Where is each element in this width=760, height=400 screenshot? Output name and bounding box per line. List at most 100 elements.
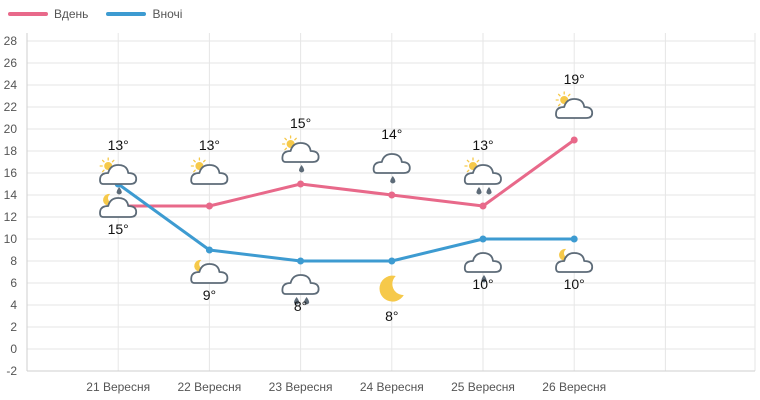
night-temperature-label: 10° [564,276,585,292]
y-tick-label: 18 [4,144,18,158]
y-tick-label: 0 [10,342,17,356]
night-series-line [117,182,575,263]
partly-cloudy-day-icon [555,91,594,119]
legend-label-day: Вдень [54,7,89,21]
partly-cloudy-day-light-rain-icon [281,135,320,173]
y-tick-label: 24 [4,78,18,92]
y-tick-label: 16 [4,166,18,180]
day-data-point [479,202,487,210]
cloud-shape [99,197,138,218]
y-tick-label: 20 [4,122,18,136]
chart-legend: Вдень Вночі [8,7,182,21]
sun-ray [111,159,115,163]
partly-cloudy-night-icon [555,248,594,273]
cloud-rain-icon [281,274,320,305]
cloud-shape [281,274,320,295]
x-tick-label: 25 Вересня [451,380,515,394]
rain-drop [486,187,492,195]
day-temperature-label: 13° [108,137,129,153]
night-temperature-label: 8° [385,308,398,324]
y-tick-label: 10 [4,232,18,246]
day-temperature-label: 19° [564,71,585,87]
cloud-shape [190,263,229,284]
cloud-shape [372,153,411,174]
partly-cloudy-day-icon [190,157,229,185]
night-data-point [570,235,578,243]
rain-drop [304,297,310,305]
night-data-point [205,246,213,254]
day-data-point [570,136,578,144]
cloud-light-rain-icon [372,153,411,184]
rain-drop [299,165,305,173]
rain-drop [481,275,487,283]
night-temperature-label: 9° [203,287,216,303]
x-tick-label: 21 Вересня [86,380,150,394]
moon-shape [103,193,115,206]
sun-ray [466,159,470,163]
legend-label-night: Вночі [152,7,183,21]
legend-swatch-night [106,12,147,16]
night-data-point [297,257,305,265]
sun-ray [202,159,206,163]
cloud-shape [99,164,138,185]
night-data-point [388,257,396,265]
night-temperature-label: 8° [294,298,307,314]
rain-drop [116,187,122,195]
sun-ray [476,159,480,163]
legend-swatch-day [8,12,48,16]
cloud-shape [463,252,502,273]
cloud-light-rain-icon [463,252,502,283]
cloud-shape [463,164,502,185]
sun-ray [466,169,470,173]
y-tick-label: 26 [4,56,18,70]
x-tick-label: 23 Вересня [269,380,333,394]
day-temperature-label: 14° [381,126,402,142]
x-tick-label: 22 Вересня [177,380,241,394]
sun-ray [193,159,196,163]
sun-ray [557,103,561,107]
partly-cloudy-night-icon [99,193,138,218]
rain-drop [476,187,482,195]
rain-drop [294,297,300,305]
night-temperature-label: 15° [108,221,129,237]
night-data-point [479,235,487,243]
rain-drop [390,176,396,184]
y-tick-label: 12 [4,210,18,224]
cloud-shape [281,142,320,163]
legend-item-day[interactable]: Вдень [8,7,88,21]
day-temperature-label: 13° [199,137,220,153]
y-tick-label: 2 [10,320,17,334]
y-tick-label: 22 [4,100,18,114]
sun-ray [101,169,105,173]
sun-ray [567,93,571,97]
cloud-shape [555,252,594,273]
moon-shape [379,275,404,302]
x-tick-label: 26 Вересня [542,380,606,394]
moon-shape [559,248,571,261]
day-series-line [118,138,576,208]
cloud-shape [555,98,594,119]
night-temperature-label: 10° [472,276,493,292]
sun-ray [284,147,288,151]
y-tick-label: 4 [10,298,17,312]
sun-ray [294,137,297,141]
sun-ray [557,93,561,97]
partly-cloudy-day-rain-icon [463,157,502,195]
day-temperature-label: 15° [290,115,311,131]
x-tick-label: 24 Вересня [360,380,424,394]
cloud-shape [190,164,229,185]
sun-ray [193,169,196,173]
crescent-moon-icon [379,275,404,302]
partly-cloudy-day-light-rain-icon [99,157,138,195]
y-tick-label: 28 [4,34,18,48]
y-tick-label: -2 [6,364,17,378]
sun-ray [284,137,288,141]
moon-shape [194,259,206,272]
legend-item-night[interactable]: Вночі [106,7,182,21]
partly-cloudy-night-icon [190,259,229,284]
sun-ray [101,159,105,163]
day-temperature-label: 13° [472,137,493,153]
day-data-point [388,191,396,199]
day-data-point [297,180,305,188]
